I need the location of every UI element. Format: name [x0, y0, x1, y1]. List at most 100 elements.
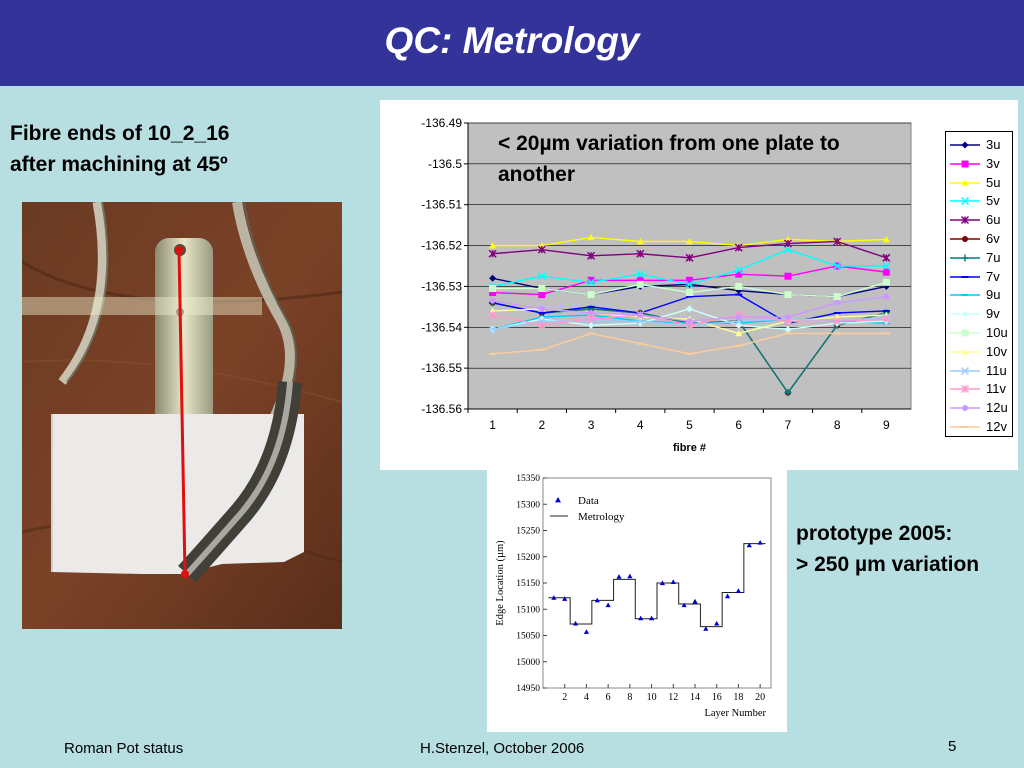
legend-swatch-marker — [962, 236, 968, 242]
proto-y-tick-label: 15000 — [516, 658, 540, 668]
x-tick-label: 5 — [686, 418, 693, 432]
proto-x-tick-label: 4 — [584, 692, 589, 703]
legend-entry-12u: 12u — [946, 399, 1014, 418]
data-point-6u — [587, 251, 596, 260]
legend-label: 5u — [986, 174, 1001, 190]
data-point — [692, 598, 698, 604]
data-point-12u — [686, 318, 693, 325]
legend-swatch — [950, 179, 980, 186]
legend-swatch-marker — [960, 366, 970, 375]
legend-entry-10u: 10u — [946, 324, 1014, 343]
data-point — [681, 602, 687, 608]
data-point — [572, 620, 579, 626]
data-point-6u — [833, 237, 842, 246]
proto-legend-data-marker — [555, 497, 561, 503]
legend-entry-3u: 3u — [946, 136, 1014, 155]
data-point — [659, 580, 666, 586]
legend-swatch — [950, 405, 980, 412]
legend-entry-7v: 7v — [946, 268, 1014, 287]
data-point — [757, 539, 763, 545]
proto-x-tick-label: 8 — [627, 692, 632, 703]
proto-y-tick-label: 15150 — [516, 579, 540, 589]
photo-caption: Fibre ends of 10_2_16 after machining at… — [10, 118, 350, 180]
legend-label: 10v — [986, 343, 1007, 359]
data-point-10u — [538, 284, 546, 292]
legend-label: 9v — [986, 306, 1000, 322]
data-point-7u — [784, 389, 792, 397]
legend-swatch — [950, 366, 980, 375]
data-point-11v — [587, 315, 596, 324]
data-point-11v — [488, 310, 497, 320]
proto-x-tick-label: 18 — [733, 692, 743, 703]
data-point-5v — [833, 261, 842, 271]
data-point-3v — [686, 276, 693, 284]
data-point — [562, 596, 568, 601]
y-tick-label: -136.55 — [421, 361, 462, 375]
data-point-5u — [587, 233, 595, 241]
data-point-11u — [488, 325, 497, 334]
data-point — [724, 593, 731, 599]
data-point-5v — [882, 261, 891, 271]
proto-x-tick-label: 14 — [690, 692, 700, 703]
y-tick-label: -136.54 — [421, 320, 462, 334]
data-point-10u — [735, 282, 743, 290]
fibre-ends-photo — [22, 202, 342, 629]
data-point-11u — [636, 317, 645, 326]
title-bar — [0, 0, 1024, 86]
data-point-12u — [588, 309, 595, 316]
data-point — [605, 602, 611, 608]
x-tick-label: 4 — [637, 418, 644, 432]
legend-entry-6u: 6u — [946, 211, 1014, 230]
legend-label: 3u — [986, 137, 1001, 152]
data-point-9v — [784, 325, 792, 333]
legend-entry-10v: 10v — [946, 343, 1014, 362]
legend-swatch — [950, 275, 980, 278]
legend-entry-12v: 12v — [946, 418, 1014, 437]
proto-x-tick-label: 12 — [668, 692, 678, 703]
data-point-3v — [489, 289, 497, 297]
data-point-5u — [686, 237, 693, 245]
data-point-6u — [783, 239, 792, 248]
data-point-12u — [784, 314, 791, 321]
prototype-caption-line-2: > 250 µm variation — [796, 553, 980, 576]
legend-swatch — [950, 254, 980, 262]
legend-swatch-marker — [961, 179, 969, 186]
legend-swatch — [950, 216, 980, 225]
legend-entry-5v: 5v — [946, 192, 1014, 211]
y-tick-label: -136.53 — [421, 279, 462, 293]
legend-entry-11u: 11u — [946, 362, 1014, 381]
x-tick-label: 8 — [834, 418, 841, 432]
metrology-step-line — [548, 543, 766, 628]
data-point-3v — [735, 270, 743, 278]
photo-caption-line-1: Fibre ends of 10_2_16 — [10, 122, 230, 145]
data-point-5v — [537, 272, 546, 281]
data-point-3v — [538, 291, 546, 299]
data-point — [594, 597, 600, 603]
data-point-10v — [735, 329, 743, 337]
legend-swatch — [950, 329, 980, 337]
legend-label: 12v — [986, 419, 1007, 434]
data-point-10u — [686, 289, 693, 297]
proto-y-tick-label: 15350 — [516, 474, 540, 484]
proto-x-tick-label: 20 — [755, 692, 765, 703]
data-point-12u — [538, 305, 545, 312]
legend-swatch — [950, 141, 980, 149]
proto-x-tick-label: 10 — [647, 692, 657, 703]
legend-swatch-marker — [960, 216, 970, 225]
legend-swatch-marker — [962, 405, 968, 412]
chart-annotation-line-2: another — [498, 163, 576, 186]
data-point-5u — [489, 242, 497, 249]
data-point-6u — [537, 245, 546, 254]
legend-swatch-marker — [961, 254, 969, 262]
legend-swatch — [950, 310, 980, 318]
legend-swatch — [950, 348, 980, 355]
slide-title: QC: Metrology — [384, 20, 640, 61]
legend-label: 7u — [986, 249, 1001, 265]
x-tick-label: 7 — [785, 418, 792, 432]
proto-y-tick-label: 15300 — [516, 500, 540, 510]
data-point — [551, 595, 557, 600]
legend-swatch-marker — [960, 197, 970, 206]
legend-label: 3v — [986, 155, 1000, 171]
proto-y-tick-label: 15200 — [516, 553, 540, 563]
data-point-3v — [882, 268, 890, 276]
